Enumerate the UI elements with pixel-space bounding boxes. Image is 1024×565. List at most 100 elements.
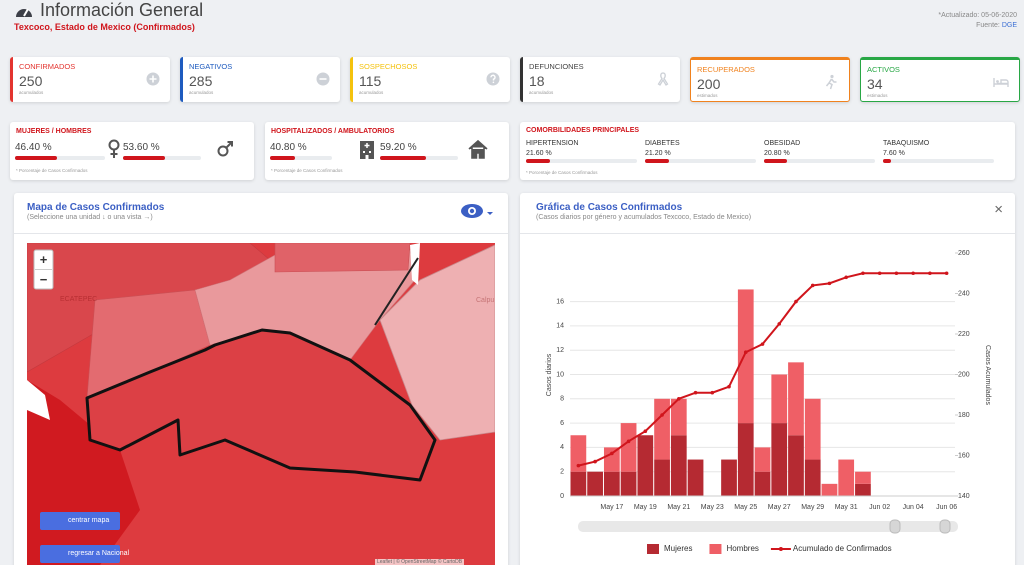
bar — [620, 471, 637, 496]
hospital-panel: HOSPITALIZADOS / AMBULATORIOS 40.80 % 59.2… — [265, 122, 509, 180]
y2-axis-title: Casos Acumulados — [984, 345, 991, 405]
percent-label: 53.60 % — [123, 142, 160, 153]
navigator-handle[interactable] — [889, 519, 901, 534]
line-point — [610, 451, 614, 456]
comorbidity-name: HIPERTENSION — [526, 140, 579, 147]
gauge-icon — [16, 8, 32, 17]
map[interactable] — [27, 243, 495, 565]
hospital-icon — [360, 141, 374, 159]
progress-bar — [883, 159, 892, 163]
map-title: Mapa de Casos Confirmados — [27, 202, 165, 213]
kpi-note: acumulados — [529, 90, 554, 95]
navigator-track — [578, 521, 958, 532]
progress-track — [645, 159, 756, 163]
line-point — [727, 384, 731, 389]
y2-tick-label: 160 — [958, 452, 970, 459]
map-button[interactable]: regresar a Nacional — [40, 545, 130, 563]
panel-title: HOSPITALIZADOS / AMBULATORIOS — [271, 128, 395, 135]
view-toggle[interactable] — [460, 202, 496, 220]
bar — [855, 471, 871, 484]
progress-track — [15, 156, 105, 160]
bar — [603, 447, 620, 472]
progress-bar — [15, 156, 57, 160]
y-tick-label: 2 — [560, 469, 564, 476]
kpi-icon — [825, 74, 837, 90]
kpi-title: NEGATIVOS — [189, 62, 233, 71]
bar — [570, 435, 587, 472]
line-point — [593, 459, 597, 464]
comorbidities-panel: COMORBILIDADES PRINCIPALES HIPERTENSION 21… — [520, 122, 1015, 180]
comorbidity-name: DIABETES — [645, 140, 680, 147]
line-point — [643, 429, 648, 434]
map-attribution: Leaflet | © OpenStreetMap © CartoDB — [375, 559, 465, 565]
bar — [654, 398, 670, 460]
bar — [587, 471, 603, 496]
selected-region[interactable] — [85, 328, 437, 482]
y-tick-label: 14 — [556, 323, 564, 330]
kpi-card: DEFUNCIONES 18 acumulados — [520, 57, 680, 102]
kpi-card: NEGATIVOS 285 acumulados — [180, 57, 340, 102]
region-gap — [27, 380, 50, 420]
line-point — [810, 283, 815, 288]
bar — [771, 374, 788, 424]
percent-label: 40.80 % — [270, 142, 307, 153]
chart-subtitle: (Casos diarios por género y acumulados T… — [536, 214, 752, 221]
line-point — [928, 271, 932, 276]
line-point — [626, 439, 631, 444]
y2-tick-label: 260 — [958, 250, 970, 257]
y-tick-label: 12 — [556, 347, 564, 354]
bar — [771, 423, 788, 496]
bar — [654, 459, 670, 496]
divider — [14, 233, 508, 234]
x-tick-label: May 29 — [801, 504, 824, 511]
bar — [603, 471, 620, 496]
source-link[interactable]: DGE — [1001, 22, 1017, 29]
kpi-note: acumulados — [189, 90, 214, 95]
bar — [788, 435, 804, 496]
kpi-title: CONFIRMADOS — [19, 62, 76, 71]
kpi-title: RECUPERADOS — [697, 65, 755, 74]
y-axis-title: Casos diarios — [546, 353, 553, 396]
legend-swatch — [709, 544, 722, 554]
bar — [821, 483, 838, 496]
y-tick-label: 8 — [560, 396, 564, 403]
percent-label: 7.60 % — [883, 150, 905, 157]
male-icon — [217, 141, 233, 157]
bar — [737, 423, 754, 496]
line-point — [844, 275, 848, 280]
line-point — [827, 281, 832, 286]
divider — [520, 233, 1015, 234]
bar — [737, 289, 754, 424]
navigator-handle[interactable] — [939, 519, 951, 534]
progress-bar — [764, 159, 788, 163]
close-button[interactable]: × — [994, 201, 1003, 218]
footnote: * Porcentaje de Casos Confirmados — [271, 168, 343, 173]
bar — [670, 435, 687, 496]
y-tick-label: 16 — [556, 298, 564, 305]
percent-label: 20.80 % — [764, 150, 790, 157]
kpi-card: SOSPECHOSOS 115 acumulados — [350, 57, 510, 102]
x-tick-label: May 25 — [734, 504, 757, 511]
progress-bar — [270, 156, 296, 160]
zoom-out[interactable]: − — [39, 272, 48, 287]
map-place-label: ECATEPEC — [60, 296, 98, 303]
kpi-card: RECUPERADOS 200 estimados — [690, 57, 850, 102]
chart-title: Gráfica de Casos Confirmados — [536, 202, 683, 213]
source-label: Fuente: — [976, 22, 1000, 29]
y-tick-label: 4 — [560, 444, 564, 451]
bar — [721, 459, 737, 496]
map-button[interactable]: centrar mapa — [40, 512, 120, 530]
y-tick-label: 6 — [560, 420, 564, 427]
x-tick-label: Jun 04 — [903, 504, 924, 511]
line-point — [894, 271, 899, 276]
zoom-in[interactable]: + — [39, 252, 48, 267]
x-tick-label: Jun 06 — [936, 504, 957, 511]
button-label: regresar a Nacional — [68, 550, 130, 557]
panel-title: MUJERES / HOMBRES — [16, 128, 92, 135]
line-point — [693, 390, 698, 395]
percent-label: 21.20 % — [645, 150, 671, 157]
line-point — [677, 397, 681, 401]
line-point — [760, 342, 765, 346]
legend-label: Hombres — [726, 544, 758, 553]
